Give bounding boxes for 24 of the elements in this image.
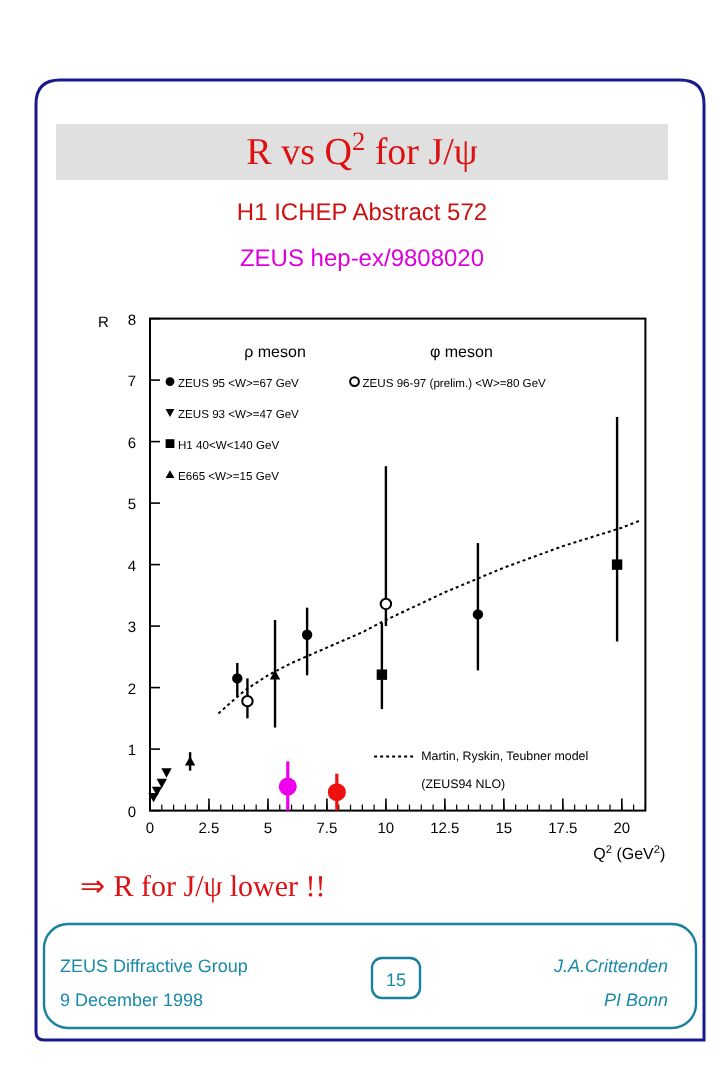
x-axis-title: Q$^{2}$ (GeV$^{2}$) — [593, 844, 667, 863]
text: ZEUS Diffractive Group — [60, 956, 248, 976]
chart-subtitle: H1 ICHEP Abstract 572 — [236, 198, 488, 226]
text: 9 December 1998 — [60, 990, 204, 1010]
text: ZEUS hep-ex/9808020 — [239, 244, 485, 272]
point — [376, 669, 388, 680]
point — [278, 777, 297, 796]
annotation: φ meson — [429, 342, 493, 361]
text: 15 — [385, 970, 407, 990]
text: ⇒ R for J/ψ lower !! — [80, 872, 326, 904]
chart-title: R vs Q$^{2}$ for J/ψ — [246, 125, 478, 174]
point — [151, 786, 163, 797]
annotation: ρ meson — [244, 342, 306, 361]
text: PI Bonn — [603, 990, 668, 1010]
point — [156, 778, 167, 789]
point — [241, 694, 254, 708]
point — [327, 783, 346, 802]
point — [379, 597, 393, 611]
text: J.A.Crittenden — [551, 956, 668, 976]
point — [301, 629, 313, 640]
point — [232, 673, 243, 684]
point — [472, 609, 484, 620]
point — [161, 768, 172, 778]
point — [611, 559, 623, 570]
